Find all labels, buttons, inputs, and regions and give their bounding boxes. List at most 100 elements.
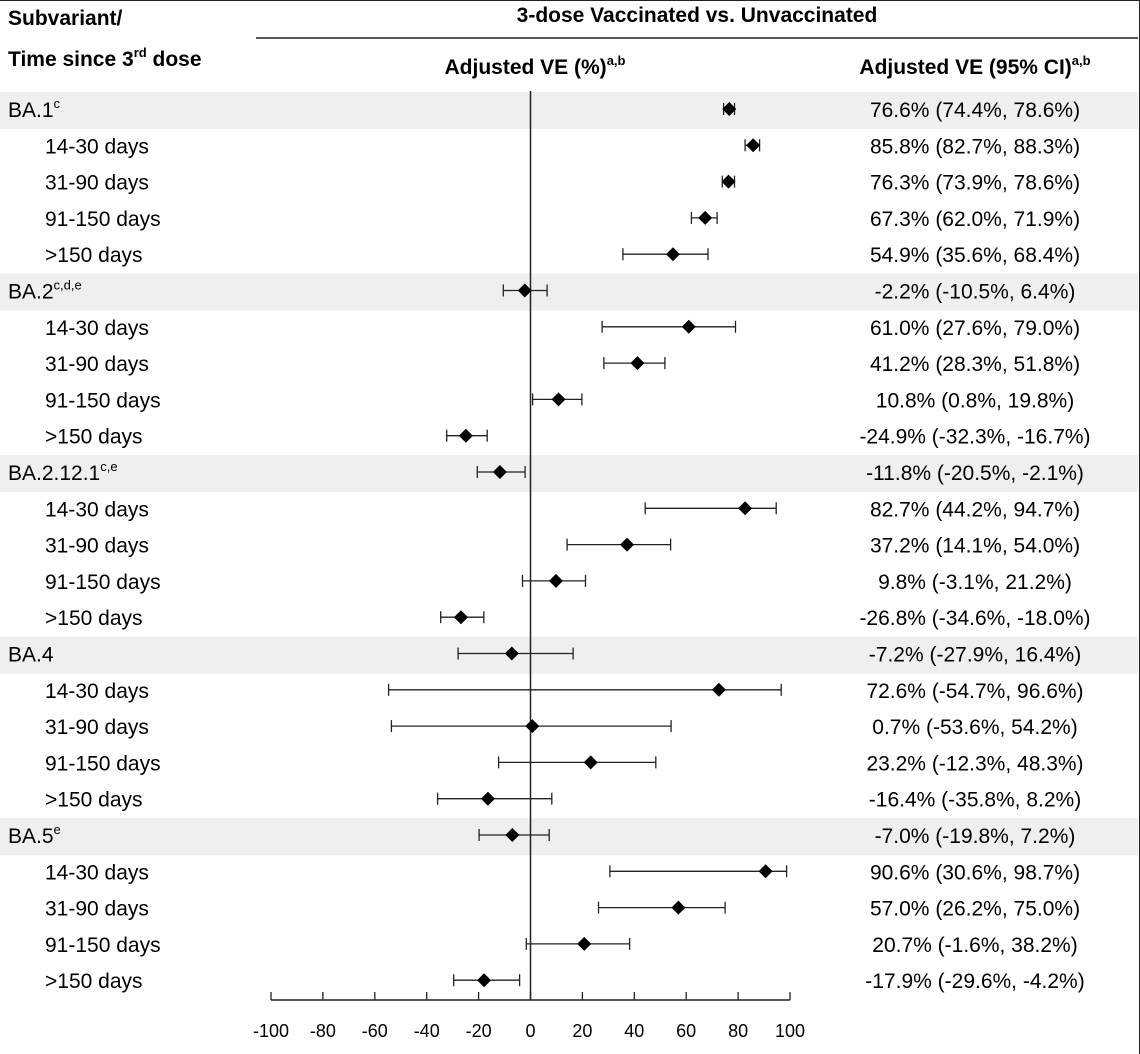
header-subvariant: Subvariant/	[8, 7, 123, 30]
x-tick-label: -40	[414, 1021, 440, 1041]
estimate-diamond	[722, 102, 737, 116]
x-tick-label: 0	[525, 1021, 535, 1041]
group-label: BA.1c	[8, 96, 61, 122]
ci-text: 90.6% (30.6%, 98.7%)	[870, 861, 1080, 884]
estimate-marks	[387, 102, 788, 988]
ci-text: 23.2% (-12.3%, 48.3%)	[866, 752, 1083, 775]
estimate-diamond	[458, 428, 473, 443]
ci-text: 9.8% (-3.1%, 21.2%)	[878, 571, 1072, 594]
ci-text: -26.8% (-34.6%, -18.0%)	[859, 607, 1090, 630]
table-header: Subvariant/ Time since 3rd dose 3-dose V…	[8, 4, 1138, 79]
estimate-diamond	[477, 973, 492, 988]
estimate-diamond	[698, 210, 713, 225]
row-label: 31-90 days	[45, 172, 149, 195]
row-label: >150 days	[45, 426, 143, 449]
estimate-diamond	[620, 537, 635, 552]
estimate-diamond	[671, 900, 686, 915]
estimate-diamond	[746, 138, 761, 153]
ci-text: 76.3% (73.9%, 78.6%)	[870, 172, 1080, 195]
ci-text: -16.4% (-35.8%, 8.2%)	[869, 789, 1081, 812]
row-label: >150 days	[45, 970, 143, 993]
x-axis: -100 -80 -60 -40 -20 0 20 40 60 80 100	[253, 992, 805, 1041]
estimate-diamond	[758, 864, 773, 879]
ci-text: -2.2% (-10.5%, 6.4%)	[875, 281, 1076, 304]
x-tick-label: 40	[624, 1021, 644, 1041]
x-tick-label: -60	[362, 1021, 388, 1041]
estimate-diamond	[480, 791, 495, 806]
estimate-diamond	[525, 719, 540, 734]
x-tick-label: 80	[728, 1021, 748, 1041]
row-label: 14-30 days	[45, 498, 149, 521]
ci-text: 37.2% (14.1%, 54.0%)	[870, 535, 1080, 558]
group-label: BA.2c,d,e	[8, 278, 82, 304]
group-band	[0, 817, 1138, 856]
row-label: 91-150 days	[45, 934, 161, 957]
ci-text: 41.2% (28.3%, 51.8%)	[870, 353, 1080, 376]
estimate-diamond	[551, 392, 566, 407]
row-labels: BA.1c 14-30 days 31-90 days 91-150 days >150…	[8, 96, 161, 993]
row-label: 31-90 days	[45, 353, 149, 376]
ci-text: 82.7% (44.2%, 94.7%)	[870, 498, 1080, 521]
ci-text: 72.6% (-54.7%, 96.6%)	[866, 680, 1083, 703]
row-label: 14-30 days	[45, 135, 149, 158]
row-label: 14-30 days	[45, 861, 149, 884]
ci-text: -7.0% (-19.8%, 7.2%)	[875, 825, 1076, 848]
estimate-diamond	[738, 501, 753, 516]
group-band	[0, 273, 1138, 311]
ci-text: 85.8% (82.7%, 88.3%)	[870, 135, 1080, 158]
header-comparison: 3-dose Vaccinated vs. Unvaccinated	[517, 4, 878, 27]
row-label: 91-150 days	[45, 571, 161, 594]
x-tick-label: 60	[676, 1021, 696, 1041]
row-label: >150 days	[45, 607, 143, 630]
estimate-diamond	[548, 573, 563, 588]
estimate-diamond	[505, 828, 520, 842]
ci-text: 10.8% (0.8%, 19.8%)	[876, 389, 1074, 412]
header-ci: Adjusted VE (95% CI)a,b	[859, 53, 1090, 79]
estimate-diamond	[517, 283, 532, 298]
header-time-since-dose: Time since 3rd dose	[8, 45, 202, 71]
group-label: BA.4	[8, 644, 54, 667]
row-label: 31-90 days	[45, 535, 149, 558]
estimate-diamond	[453, 610, 468, 625]
x-tick-label: -100	[253, 1021, 289, 1041]
row-label: 91-150 days	[45, 752, 161, 775]
group-band	[0, 454, 1138, 493]
ci-text: 0.7% (-53.6%, 54.2%)	[872, 716, 1077, 739]
estimate-diamond	[665, 247, 680, 262]
estimate-diamond	[721, 174, 736, 189]
estimate-diamond	[583, 755, 598, 770]
group-label: BA.2.12.1c,e	[8, 459, 118, 485]
estimate-diamond	[577, 936, 592, 951]
x-tick-label: 100	[775, 1021, 805, 1041]
estimate-diamond	[492, 465, 507, 479]
estimate-diamond	[504, 646, 519, 661]
row-label: 14-30 days	[45, 680, 149, 703]
ci-text: -24.9% (-32.3%, -16.7%)	[859, 426, 1090, 449]
ci-text: 20.7% (-1.6%, 38.2%)	[872, 934, 1077, 957]
estimate-diamond	[630, 356, 645, 371]
group-bands	[0, 91, 1138, 856]
row-label: >150 days	[45, 789, 143, 812]
ci-text: 76.6% (74.4%, 78.6%)	[870, 99, 1080, 122]
estimate-diamond	[711, 682, 726, 697]
group-band	[0, 91, 1138, 130]
group-label: BA.5e	[8, 822, 61, 848]
row-label: 91-150 days	[45, 208, 161, 231]
ci-text: 54.9% (35.6%, 68.4%)	[870, 244, 1080, 267]
x-tick-label: 20	[572, 1021, 592, 1041]
row-label: 91-150 days	[45, 389, 161, 412]
row-label: >150 days	[45, 244, 143, 267]
ci-texts: 76.6% (74.4%, 78.6%) 85.8% (82.7%, 88.3%)…	[859, 99, 1090, 993]
ci-text: -11.8% (-20.5%, -2.1%)	[866, 462, 1084, 485]
ci-text: 57.0% (26.2%, 75.0%)	[870, 898, 1080, 921]
ci-text: -17.9% (-29.6%, -4.2%)	[865, 970, 1084, 993]
estimate-diamond	[681, 319, 696, 334]
ci-text: -7.2% (-27.9%, 16.4%)	[869, 644, 1081, 667]
ci-text: 61.0% (27.6%, 79.0%)	[870, 317, 1080, 340]
row-label: 31-90 days	[45, 716, 149, 739]
ci-text: 67.3% (62.0%, 71.9%)	[870, 208, 1080, 231]
group-band	[0, 636, 1138, 674]
header-ve: Adjusted VE (%)a,b	[445, 53, 626, 79]
row-label: 31-90 days	[45, 898, 149, 921]
